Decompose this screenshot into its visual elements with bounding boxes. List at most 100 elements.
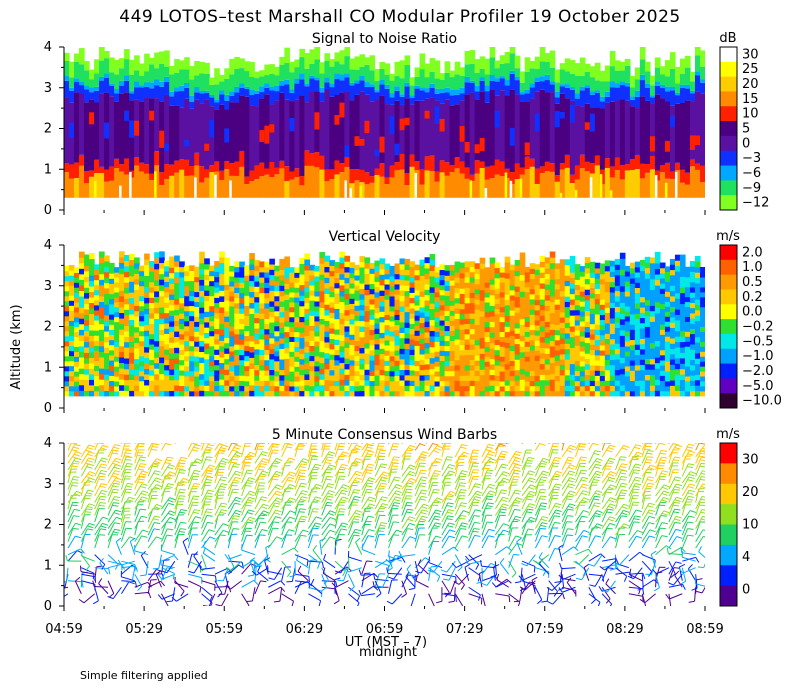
snr-cell	[279, 160, 285, 169]
vv-cell	[164, 312, 170, 319]
vv-cell	[349, 313, 356, 320]
snr-cell	[149, 64, 155, 83]
vv-cell	[689, 292, 696, 298]
vv-cell	[274, 310, 280, 317]
vv-cell	[209, 265, 215, 272]
vv-cell	[484, 272, 491, 278]
snr-cell	[254, 93, 260, 107]
snr-cell	[689, 135, 696, 150]
vv-cell	[494, 272, 501, 279]
vv-cell	[489, 257, 496, 264]
vv-cell	[639, 338, 646, 345]
vv-cell	[304, 324, 310, 331]
snr-cell	[299, 79, 305, 96]
barb-staff	[83, 593, 96, 604]
vv-cell	[664, 286, 671, 292]
vv-cell	[79, 268, 85, 275]
snr-cell	[169, 96, 175, 106]
snr-cell	[649, 136, 656, 152]
vv-cell	[479, 300, 486, 307]
vv-cell	[214, 292, 220, 298]
vv-cell	[299, 342, 305, 349]
vv-cell	[224, 284, 230, 291]
colorbar-label: −10.0	[742, 394, 782, 409]
snr-cell	[629, 158, 636, 171]
vv-cell	[659, 313, 666, 320]
vv-cell	[389, 355, 396, 362]
snr-cell	[419, 87, 426, 91]
vv-cell	[664, 296, 671, 302]
vv-cell	[369, 385, 376, 392]
vv-cell	[164, 374, 170, 381]
vv-cell	[389, 365, 396, 372]
vv-cell	[64, 320, 70, 327]
vv-cell	[269, 332, 275, 339]
vv-cell	[624, 315, 631, 322]
snr-cell	[369, 84, 376, 87]
vv-cell	[564, 385, 571, 392]
snr-cell	[494, 174, 501, 198]
vv-cell	[264, 354, 270, 361]
snr-cell	[324, 53, 331, 61]
snr-cell	[429, 71, 436, 84]
vv-cell	[394, 339, 401, 346]
snr-cell	[584, 161, 591, 172]
snr-cell	[559, 163, 566, 170]
vv-cell	[409, 266, 416, 273]
snr-cell	[309, 78, 315, 93]
vv-cell	[259, 375, 265, 381]
vv-cell	[139, 375, 145, 382]
snr-cell	[504, 172, 508, 198]
vv-cell	[479, 294, 486, 301]
vv-cell	[679, 314, 686, 321]
vv-cell	[414, 320, 421, 326]
vv-cell	[349, 354, 356, 361]
vv-cell	[119, 279, 125, 286]
vv-cell	[629, 262, 636, 269]
barb-feather	[155, 477, 162, 481]
vv-cell	[349, 390, 356, 397]
vv-cell	[664, 316, 671, 322]
snr-cell	[299, 176, 305, 186]
vv-cell	[279, 316, 285, 323]
snr-cell	[359, 80, 366, 92]
snr-cell	[689, 93, 696, 102]
vv-cell	[69, 380, 75, 387]
snr-cell	[274, 85, 280, 92]
vv-cell	[69, 275, 75, 281]
vv-cell	[559, 269, 566, 276]
vv-cell	[464, 313, 471, 319]
snr-cell	[179, 69, 185, 86]
vv-cell	[89, 357, 95, 364]
vv-cell	[139, 370, 145, 377]
vv-cell	[589, 380, 596, 387]
snr-cell	[534, 113, 541, 132]
vv-cell	[164, 302, 170, 308]
vv-cell	[314, 330, 320, 337]
vv-cell	[469, 313, 476, 319]
vv-cell	[114, 326, 120, 333]
vv-cell	[204, 321, 210, 328]
vv-cell	[439, 330, 446, 336]
vv-cell	[499, 306, 506, 313]
snr-cell	[334, 174, 341, 198]
wind-barb	[107, 522, 121, 536]
vv-cell	[289, 277, 295, 283]
vv-cell	[694, 368, 701, 375]
vv-cell	[644, 315, 651, 322]
vv-cell	[659, 380, 666, 387]
snr-cell	[104, 122, 110, 139]
vv-cell	[174, 298, 180, 305]
vv-cell	[509, 325, 516, 331]
vv-cell	[229, 340, 235, 347]
vv-cell	[344, 374, 351, 381]
vv-cell	[699, 271, 705, 278]
vv-cell	[264, 308, 270, 314]
vv-cell	[174, 271, 180, 278]
vv-cell	[504, 320, 511, 327]
vv-cell	[694, 374, 701, 381]
snr-cell	[389, 97, 396, 105]
vv-cell	[184, 340, 190, 347]
vv-cell	[149, 281, 155, 288]
snr-cell	[679, 87, 686, 104]
